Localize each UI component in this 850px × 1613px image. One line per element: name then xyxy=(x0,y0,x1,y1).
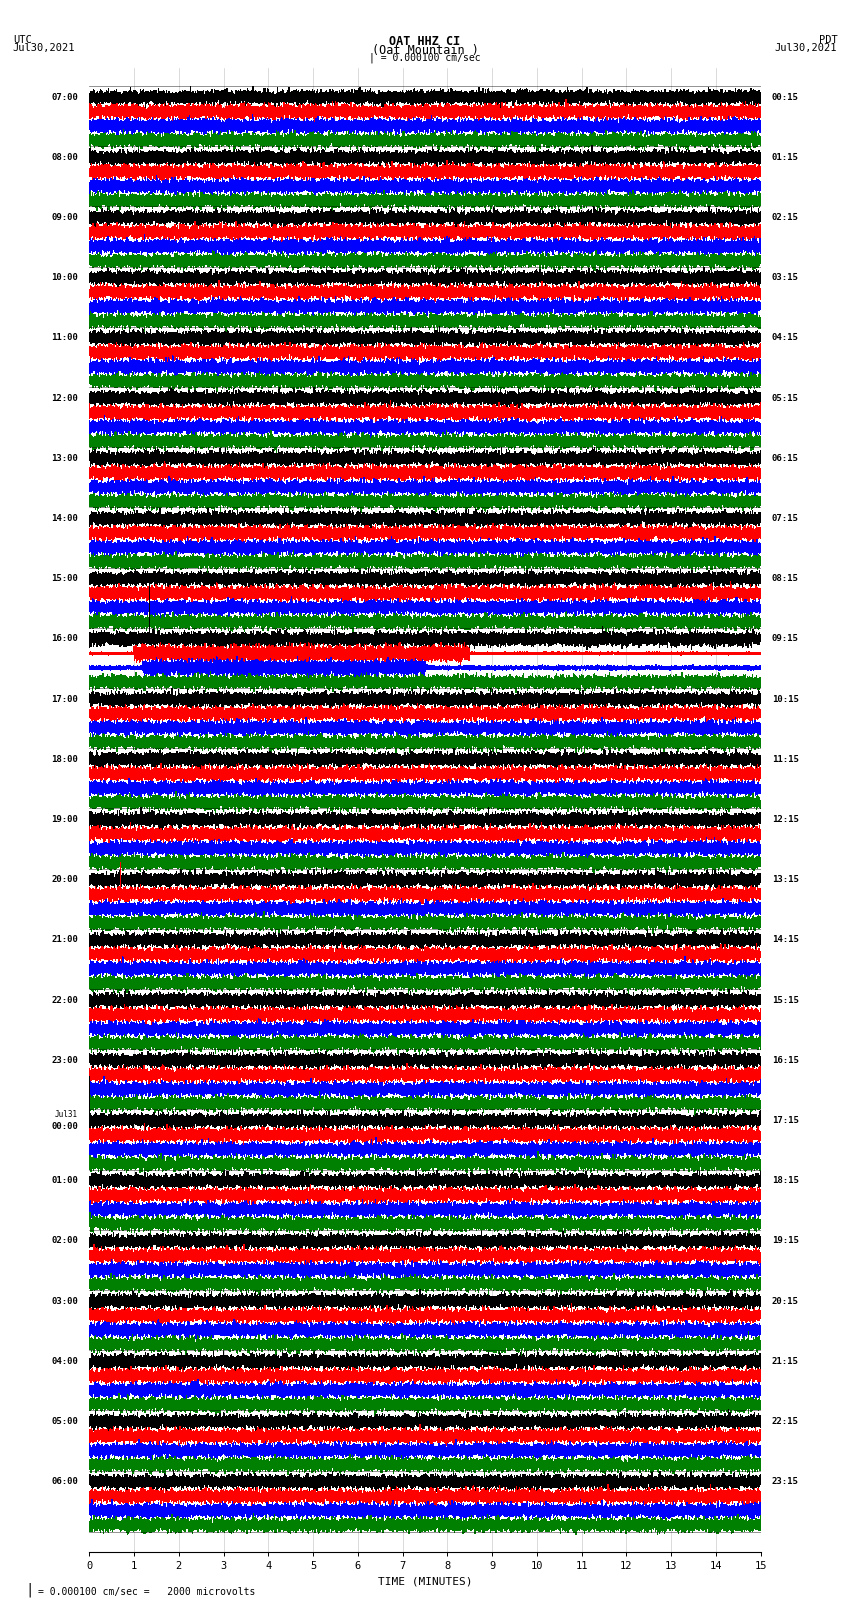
Text: 08:15: 08:15 xyxy=(772,574,799,584)
Text: 12:15: 12:15 xyxy=(772,815,799,824)
Text: 03:00: 03:00 xyxy=(51,1297,78,1305)
Text: 16:00: 16:00 xyxy=(51,634,78,644)
Text: 19:00: 19:00 xyxy=(51,815,78,824)
Text: 18:00: 18:00 xyxy=(51,755,78,765)
Text: 11:15: 11:15 xyxy=(772,755,799,765)
Text: 13:00: 13:00 xyxy=(51,453,78,463)
Text: OAT HHZ CI: OAT HHZ CI xyxy=(389,35,461,48)
Text: Jul30,2021: Jul30,2021 xyxy=(13,44,76,53)
Text: 13:15: 13:15 xyxy=(772,876,799,884)
Text: 05:15: 05:15 xyxy=(772,394,799,403)
Text: 07:15: 07:15 xyxy=(772,515,799,523)
Text: 16:15: 16:15 xyxy=(772,1057,799,1065)
Text: 04:00: 04:00 xyxy=(51,1357,78,1366)
Text: 08:00: 08:00 xyxy=(51,153,78,161)
Text: 21:00: 21:00 xyxy=(51,936,78,945)
Text: 06:15: 06:15 xyxy=(772,453,799,463)
Text: | = 0.000100 cm/sec: | = 0.000100 cm/sec xyxy=(369,52,481,63)
Text: 19:15: 19:15 xyxy=(772,1237,799,1245)
Text: 18:15: 18:15 xyxy=(772,1176,799,1186)
Text: PDT: PDT xyxy=(819,35,837,45)
Text: Jul31: Jul31 xyxy=(55,1110,78,1119)
Text: 14:00: 14:00 xyxy=(51,515,78,523)
Text: 15:15: 15:15 xyxy=(772,995,799,1005)
Text: 00:15: 00:15 xyxy=(772,92,799,102)
Text: 01:15: 01:15 xyxy=(772,153,799,161)
Text: 17:00: 17:00 xyxy=(51,695,78,703)
Text: 07:00: 07:00 xyxy=(51,92,78,102)
Text: 20:15: 20:15 xyxy=(772,1297,799,1305)
Text: 20:00: 20:00 xyxy=(51,876,78,884)
Text: |: | xyxy=(26,1582,34,1597)
Text: 23:15: 23:15 xyxy=(772,1478,799,1486)
Text: 06:00: 06:00 xyxy=(51,1478,78,1486)
Text: Jul30,2021: Jul30,2021 xyxy=(774,44,837,53)
Text: 10:15: 10:15 xyxy=(772,695,799,703)
Text: 14:15: 14:15 xyxy=(772,936,799,945)
Text: 10:00: 10:00 xyxy=(51,273,78,282)
Text: UTC: UTC xyxy=(13,35,31,45)
Text: 23:00: 23:00 xyxy=(51,1057,78,1065)
Text: 00:00: 00:00 xyxy=(51,1123,78,1131)
Text: 09:15: 09:15 xyxy=(772,634,799,644)
Text: 04:15: 04:15 xyxy=(772,334,799,342)
Text: 02:00: 02:00 xyxy=(51,1237,78,1245)
Text: 05:00: 05:00 xyxy=(51,1416,78,1426)
X-axis label: TIME (MINUTES): TIME (MINUTES) xyxy=(377,1576,473,1586)
Text: 17:15: 17:15 xyxy=(772,1116,799,1124)
Text: 01:00: 01:00 xyxy=(51,1176,78,1186)
Text: 22:15: 22:15 xyxy=(772,1416,799,1426)
Text: 02:15: 02:15 xyxy=(772,213,799,223)
Text: 09:00: 09:00 xyxy=(51,213,78,223)
Text: (Oat Mountain ): (Oat Mountain ) xyxy=(371,44,479,56)
Text: 22:00: 22:00 xyxy=(51,995,78,1005)
Text: 11:00: 11:00 xyxy=(51,334,78,342)
Text: 12:00: 12:00 xyxy=(51,394,78,403)
Text: 03:15: 03:15 xyxy=(772,273,799,282)
Text: 21:15: 21:15 xyxy=(772,1357,799,1366)
Text: 15:00: 15:00 xyxy=(51,574,78,584)
Text: = 0.000100 cm/sec =   2000 microvolts: = 0.000100 cm/sec = 2000 microvolts xyxy=(38,1587,256,1597)
